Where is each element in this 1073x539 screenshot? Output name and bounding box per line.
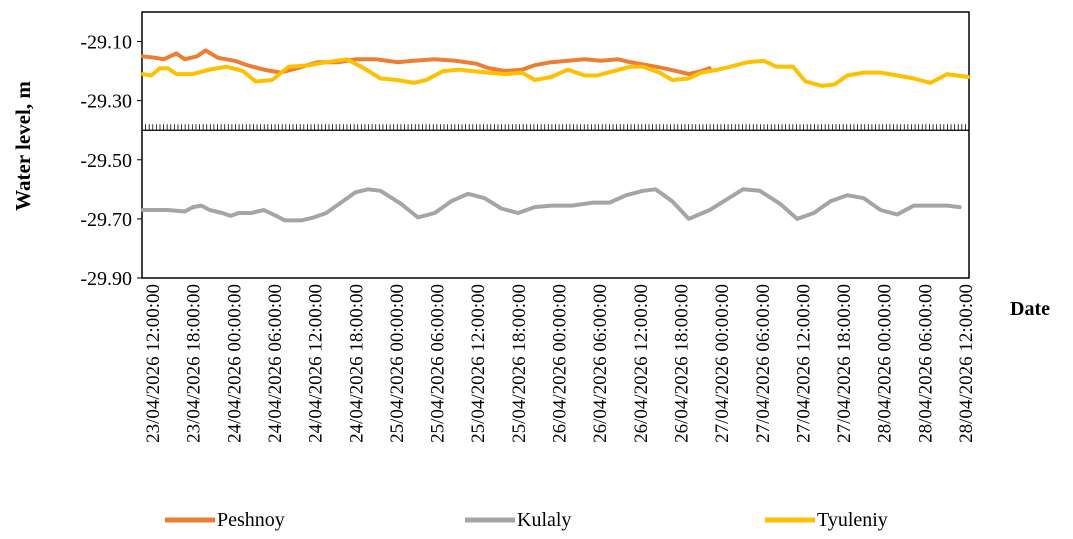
x-tick-label: 25/04/2026 00:00:00 (387, 284, 408, 443)
x-tick-label: 26/04/2026 18:00:00 (671, 284, 692, 443)
y-tick-label: -29.70 (80, 209, 132, 231)
y-axis-title: Water level, m (11, 81, 35, 211)
y-tick-label: -29.30 (80, 91, 132, 113)
x-tick-label: 28/04/2026 06:00:00 (915, 284, 936, 443)
x-tick-label: 23/04/2026 18:00:00 (184, 284, 205, 443)
x-tick-label: 24/04/2026 18:00:00 (346, 284, 367, 443)
legend: Peshnoy Kulaly Tyuleniy (165, 509, 888, 531)
x-tick-label: 23/04/2026 12:00:00 (143, 284, 164, 443)
series-line-peshnoy (141, 48, 712, 77)
y-tick-label: -29.10 (80, 32, 132, 54)
y-axis: -29.10 -29.30 -29.50 -29.70 -29.90 (80, 32, 142, 290)
x-axis (141, 124, 970, 131)
x-tick-labels: 23/04/2026 12:00:00 23/04/2026 18:00:00 24… (143, 284, 977, 443)
x-tick-label: 24/04/2026 06:00:00 (265, 284, 286, 443)
series-line-tyuleniy (141, 57, 970, 88)
y-tick-label: -29.90 (80, 268, 132, 290)
x-tick-label: 27/04/2026 12:00:00 (793, 284, 814, 443)
legend-label: Kulaly (517, 509, 571, 531)
plot-area (141, 11, 970, 279)
x-tick-label: 26/04/2026 06:00:00 (590, 284, 611, 443)
series-lines (141, 48, 970, 223)
x-tick-label: 25/04/2026 12:00:00 (468, 284, 489, 443)
x-tick-label: 24/04/2026 00:00:00 (224, 284, 245, 443)
legend-label: Peshnoy (217, 509, 285, 531)
x-tick-label: 26/04/2026 00:00:00 (550, 284, 571, 443)
x-tick-label: 27/04/2026 06:00:00 (753, 284, 774, 443)
series-line-kulaly (141, 187, 962, 223)
x-tick-label: 25/04/2026 06:00:00 (428, 284, 449, 443)
x-tick-label: 27/04/2026 00:00:00 (712, 284, 733, 443)
x-axis-title: Date (1010, 298, 1050, 320)
y-tick-label: -29.50 (80, 150, 132, 172)
x-tick-label: 25/04/2026 18:00:00 (509, 284, 530, 443)
x-tick-label: 28/04/2026 00:00:00 (875, 284, 896, 443)
legend-label: Tyuleniy (817, 509, 888, 531)
x-tick-label: 26/04/2026 12:00:00 (631, 284, 652, 443)
x-tick-label: 27/04/2026 18:00:00 (834, 284, 855, 443)
x-tick-label: 28/04/2026 12:00:00 (956, 284, 977, 443)
x-tick-label: 24/04/2026 12:00:00 (306, 284, 327, 443)
